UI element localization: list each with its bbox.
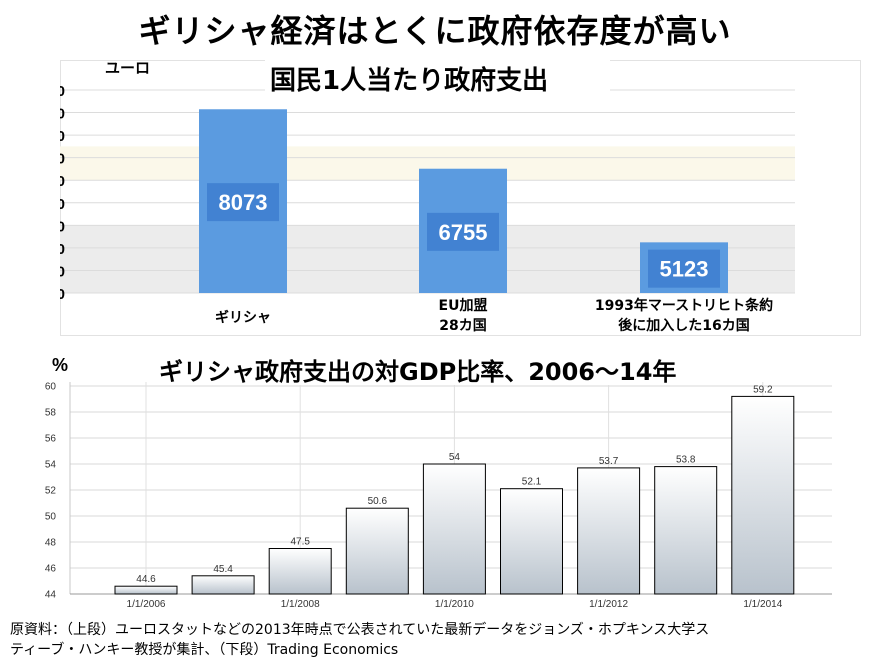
y-tick-label: 50 — [45, 512, 57, 523]
value-label: 8073 — [219, 190, 268, 215]
y-tick-label: 48 — [45, 538, 57, 549]
y-unit-label: ユーロ — [105, 60, 150, 77]
y-tick-label: 6000 — [60, 196, 65, 213]
per-capita-spending-chart: 8500 8000 7500 7000 6500 6000 5500 5000 4500 4000… — [60, 60, 870, 340]
category-label: 28カ国 — [439, 318, 486, 334]
gdp-ratio-chart-svg: 60 58 56 54 52 50 48 46 44 1/1/2006 44.6 45.4 1/1/20… — [0, 355, 870, 617]
chart-title: ギリシャ政府支出の対GDP比率、2006～14年 — [159, 358, 676, 386]
value-label: 6755 — [439, 220, 488, 245]
y-tick-label: 5500 — [60, 218, 65, 235]
chart-title: 国民1人当たり政府支出 — [270, 65, 548, 96]
bar — [578, 468, 640, 594]
value-label: 52.1 — [522, 477, 542, 488]
gdp-ratio-chart: 60 58 56 54 52 50 48 46 44 1/1/2006 44.6 45.4 1/1/20… — [0, 355, 870, 617]
bar — [423, 464, 485, 594]
category-label: 後に加入した16カ国 — [618, 317, 749, 334]
y-tick-label: 52 — [45, 486, 57, 497]
y-tick-label: 4000 — [60, 286, 65, 303]
value-label: 45.4 — [213, 564, 233, 575]
source-note-line2: ティーブ・ハンキー教授が集計、（下段）Trading Economics — [10, 640, 870, 660]
value-label: 53.8 — [676, 455, 696, 466]
x-tick-label: 1/1/2008 — [281, 599, 320, 610]
y-tick-label: 54 — [45, 460, 57, 471]
y-tick-label: 46 — [45, 564, 57, 575]
bar — [501, 489, 563, 594]
y-unit-label: % — [52, 355, 68, 375]
y-tick-label: 4500 — [60, 263, 65, 280]
value-label: 44.6 — [136, 574, 156, 585]
y-tick-label: 7500 — [60, 128, 65, 145]
y-tick-label: 60 — [45, 382, 57, 393]
x-tick-label: 1/1/2012 — [589, 599, 628, 610]
value-label: 50.6 — [368, 496, 388, 507]
source-note-line1: 原資料：（上段）ユーロスタットなどの2013年時点で公表されていた最新データをジ… — [10, 620, 870, 640]
y-tick-label: 6500 — [60, 173, 65, 190]
per-capita-chart-svg: 8500 8000 7500 7000 6500 6000 5500 5000 4500 4000… — [60, 60, 870, 340]
category-label: EU加盟 — [439, 298, 488, 314]
bar — [732, 396, 794, 594]
bar — [115, 586, 177, 594]
y-tick-label: 56 — [45, 434, 57, 445]
category-label: 1993年マーストリヒト条約 — [595, 297, 773, 314]
value-label: 54 — [449, 452, 461, 463]
y-tick-label: 58 — [45, 408, 57, 419]
bar — [192, 576, 254, 594]
page-title: ギリシャ経済はとくに政府依存度が高い — [0, 6, 870, 52]
category-label: ギリシャ — [215, 309, 271, 326]
bar — [269, 549, 331, 595]
value-label: 5123 — [660, 257, 709, 282]
y-tick-label: 44 — [45, 590, 57, 601]
x-tick-label: 1/1/2006 — [127, 599, 166, 610]
y-tick-label: 8500 — [60, 83, 65, 100]
x-tick-label: 1/1/2014 — [743, 599, 782, 610]
x-tick-label: 1/1/2010 — [435, 599, 474, 610]
bar — [346, 508, 408, 594]
y-tick-label: 5000 — [60, 241, 65, 258]
source-note: 原資料：（上段）ユーロスタットなどの2013年時点で公表されていた最新データをジ… — [10, 620, 870, 660]
bar — [655, 467, 717, 594]
value-label: 59.2 — [753, 384, 773, 395]
y-tick-label: 7000 — [60, 151, 65, 168]
y-tick-label: 8000 — [60, 106, 65, 123]
value-label: 53.7 — [599, 456, 619, 467]
value-label: 47.5 — [290, 537, 310, 548]
